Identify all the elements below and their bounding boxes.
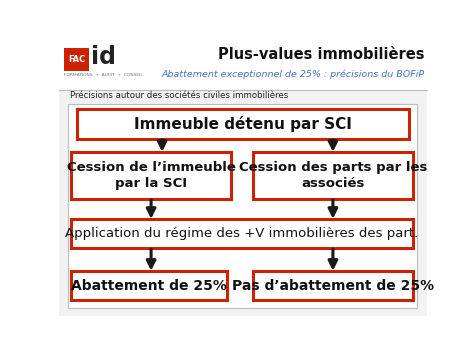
Text: id: id <box>91 45 116 69</box>
Text: Immeuble détenu par SCI: Immeuble détenu par SCI <box>134 116 352 132</box>
Text: Application du régime des +V immobilières des part.: Application du régime des +V immobilière… <box>65 228 419 240</box>
FancyBboxPatch shape <box>64 48 90 71</box>
FancyBboxPatch shape <box>71 219 413 248</box>
FancyBboxPatch shape <box>68 104 418 308</box>
FancyBboxPatch shape <box>253 153 413 199</box>
Text: Pas d’abattement de 25%: Pas d’abattement de 25% <box>232 279 434 293</box>
Text: FORMATIONS  +  AUDIT  +  CONSEIL: FORMATIONS + AUDIT + CONSEIL <box>64 73 142 77</box>
FancyBboxPatch shape <box>76 109 410 139</box>
FancyBboxPatch shape <box>253 271 413 300</box>
FancyBboxPatch shape <box>71 271 228 300</box>
FancyBboxPatch shape <box>59 91 427 316</box>
FancyBboxPatch shape <box>71 153 231 199</box>
Text: Plus-values immobilières: Plus-values immobilières <box>218 48 425 62</box>
FancyBboxPatch shape <box>59 43 427 91</box>
Text: Précisions autour des sociétés civiles immobilières: Précisions autour des sociétés civiles i… <box>70 91 289 100</box>
Text: Abattement de 25%: Abattement de 25% <box>71 279 227 293</box>
Text: FAC: FAC <box>68 55 85 64</box>
Text: Cession des parts par les
associés: Cession des parts par les associés <box>239 162 427 190</box>
Text: Cession de l’immeuble
par la SCI: Cession de l’immeuble par la SCI <box>67 162 236 190</box>
Text: Abattement exceptionnel de 25% : précisions du BOFiP: Abattement exceptionnel de 25% : précisi… <box>162 69 425 79</box>
